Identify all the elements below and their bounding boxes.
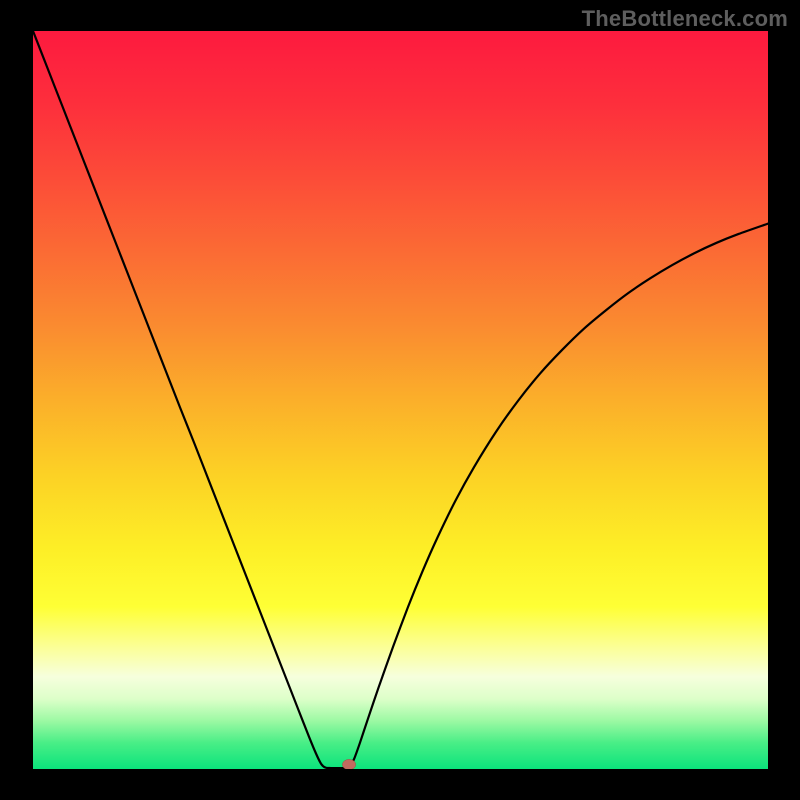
chart-svg [33, 31, 768, 769]
optimal-point-marker [342, 759, 355, 769]
chart-container: { "watermark": { "text": "TheBottleneck.… [0, 0, 800, 800]
bottleneck-chart [33, 31, 768, 769]
watermark-text: TheBottleneck.com [582, 6, 788, 32]
chart-background-gradient [33, 31, 768, 769]
